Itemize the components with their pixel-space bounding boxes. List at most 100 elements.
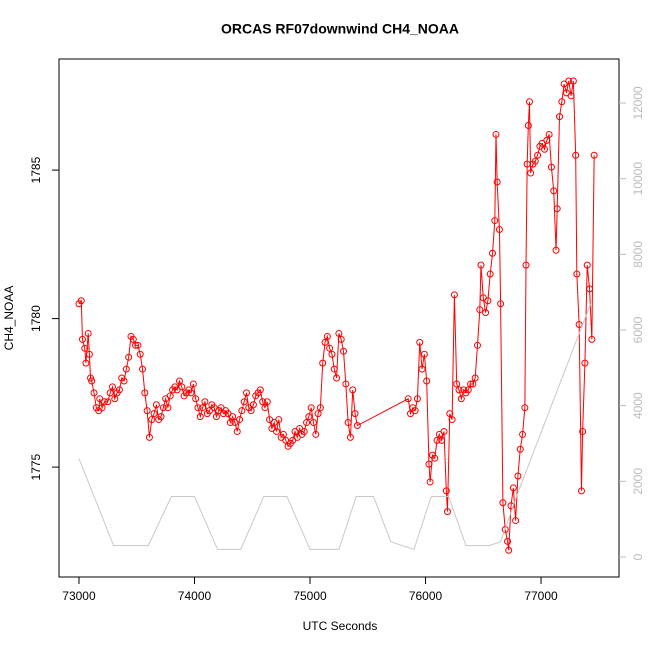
data-point [143,407,151,415]
data-point [577,487,585,495]
data-point [148,416,156,424]
data-point [442,487,450,495]
data-point [499,499,507,507]
data-point [340,347,348,355]
data-point [457,395,465,403]
data-point [314,410,322,418]
x-axis-label: UTC Seconds [303,619,378,633]
data-point [309,419,317,427]
y2-tick-label: 10000 [631,162,645,196]
data-point [303,419,311,427]
data-point [565,77,573,85]
data-point [540,145,548,153]
data-point [448,416,456,424]
data-point [579,427,587,435]
data-point [236,416,244,424]
data-point [279,430,287,438]
data-point [319,359,327,367]
data-point [240,398,248,406]
data-point [108,383,116,391]
data-point [201,398,209,406]
data-point [261,404,269,412]
data-point [100,398,108,406]
data-point [473,341,481,349]
data-point [81,344,89,352]
data-point [493,178,501,186]
data-point [84,329,92,337]
data-point [249,401,257,409]
data-point [78,335,86,343]
data-point [486,270,494,278]
data-point [505,546,513,554]
data-point [122,365,130,373]
data-point [333,374,341,382]
data-point [426,478,434,486]
data-point [586,285,594,293]
data-point [120,377,128,385]
data-point [453,380,461,388]
data-point [558,98,566,106]
data-point [247,407,255,415]
data-point [300,427,308,435]
data-point [85,350,93,358]
x-tick-label: 76000 [409,589,443,603]
data-point [353,422,361,430]
data-point [192,395,200,403]
data-point [550,187,558,195]
data-point [531,157,539,165]
data-point [238,407,246,415]
data-point [433,436,441,444]
x-tick-label: 77000 [524,589,558,603]
data-point [351,410,359,418]
data-point [569,77,577,85]
y-tick-label: 1785 [29,156,43,183]
data-point [545,130,553,138]
data-point [497,300,505,308]
data-point [157,413,165,421]
data-point [522,261,530,269]
data-point [443,508,451,516]
data-point [543,136,551,144]
data-point [88,377,96,385]
data-point [491,217,499,225]
data-point [134,341,142,349]
data-point [263,398,271,406]
data-point [420,350,428,358]
data-point [404,395,412,403]
y2-tick-label: 4000 [631,392,645,419]
data-point [337,335,345,343]
data-point [106,389,114,397]
x-tick-label: 75000 [293,589,327,603]
data-point [90,389,98,397]
data-point [476,306,484,314]
data-point [115,386,123,394]
data-point [335,329,343,337]
data-point [423,377,431,385]
data-point [418,365,426,373]
series-line [78,80,595,551]
data-point [450,291,458,299]
data-point [547,163,555,171]
y2-tick-label: 8000 [631,241,645,268]
data-point [556,113,564,121]
data-point [467,380,475,388]
y2-tick-label: 6000 [631,316,645,343]
data-point [477,261,485,269]
data-point [583,261,591,269]
data-point [307,404,315,412]
data-point [312,430,320,438]
data-point [175,377,183,385]
data-point [326,344,334,352]
y-axis-label: CH4_NOAA [2,286,16,351]
data-point [482,309,490,317]
data-point [504,537,512,545]
data-point [413,395,421,403]
data-point [469,380,477,388]
data-point [199,404,207,412]
data-point [328,350,336,358]
data-point [484,297,492,305]
data-point [150,410,158,418]
data-point [346,433,354,441]
data-point [125,353,133,361]
data-point [233,427,241,435]
